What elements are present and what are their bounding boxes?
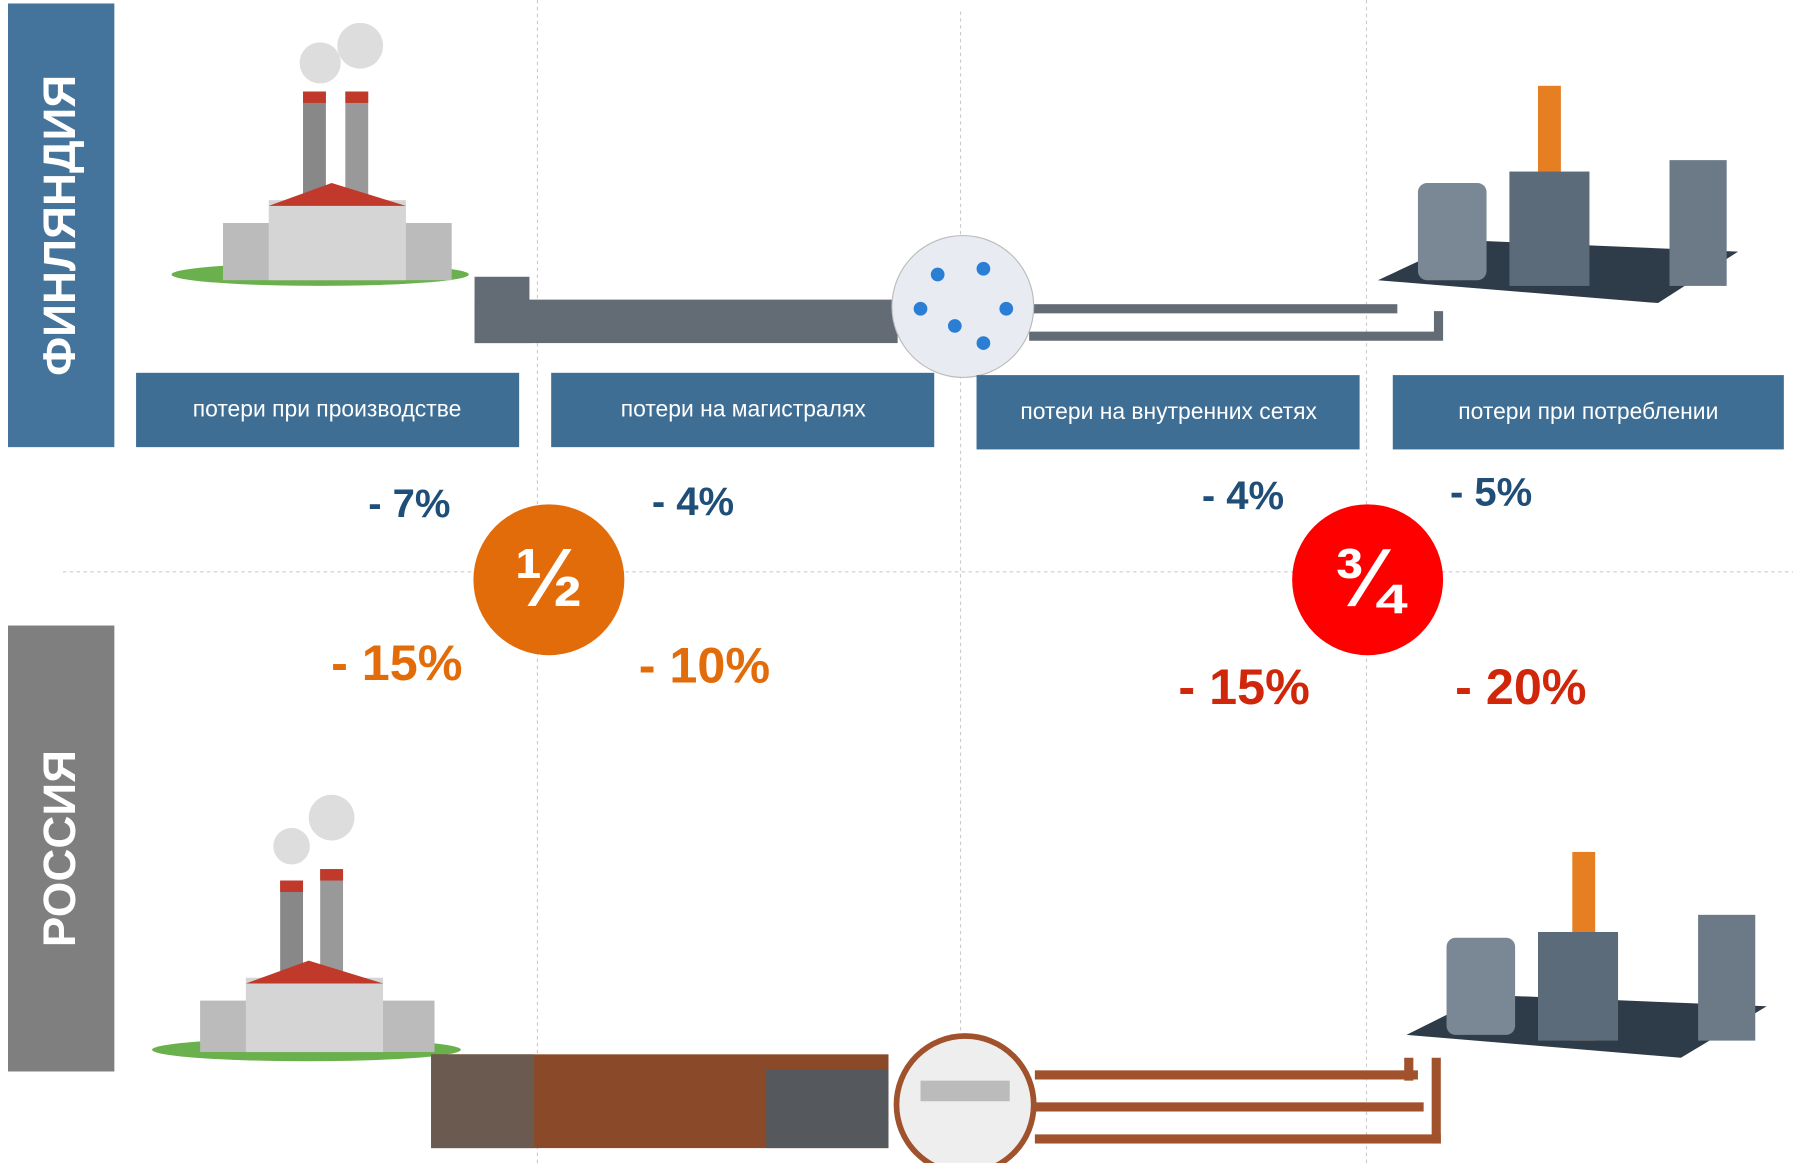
country-bar <box>8 625 115 1072</box>
country-label: РОССИЯ <box>34 750 85 947</box>
stage-label: потери на внутренних сетях <box>1020 398 1317 424</box>
ratio-label: ½ <box>515 532 584 624</box>
network-globe <box>891 235 1035 378</box>
loss-value: - 20% <box>1455 658 1586 715</box>
country-bar <box>8 3 115 448</box>
rusty-pipe <box>1431 1057 1441 1144</box>
rusty-pipe <box>1404 1057 1414 1081</box>
globe-icons <box>913 261 1014 350</box>
loss-value: - 15% <box>1178 658 1309 715</box>
loss-value: - 10% <box>639 636 770 693</box>
pipe <box>1029 304 1398 314</box>
stage-box <box>976 375 1360 450</box>
pipe <box>1029 311 1444 341</box>
power-plant <box>171 22 469 286</box>
rusty-pipe <box>1034 1070 1418 1080</box>
stage-label: потери на магистралях <box>621 396 867 422</box>
industrial-plant <box>1377 85 1739 304</box>
loss-value: - 4% <box>1202 474 1284 518</box>
ratio-badge <box>1292 504 1444 656</box>
loss-value: - 15% <box>331 634 462 691</box>
loss-value: - 5% <box>1450 471 1532 515</box>
country-label: ФИНЛЯНДИЯ <box>34 75 85 376</box>
rusty-pipe <box>766 1069 889 1149</box>
rusty-pipe <box>1034 1102 1424 1112</box>
ratio-badge <box>473 504 625 656</box>
stage-box <box>1392 375 1784 450</box>
stage-box <box>551 372 935 448</box>
rusty-pipe <box>431 1054 535 1149</box>
stage-label: потери при потреблении <box>1458 398 1718 424</box>
stage-box <box>136 372 520 448</box>
rusty-pipe <box>1034 1134 1441 1144</box>
loss-value: - 4% <box>652 480 734 524</box>
ratio-label: ¾ <box>1333 532 1408 624</box>
power-plant <box>152 794 461 1062</box>
pipe <box>474 299 898 344</box>
meter-dial <box>920 1080 1010 1102</box>
stage-label: потери при производстве <box>193 396 462 422</box>
industrial-plant <box>1406 851 1767 1058</box>
loss-value: - 7% <box>368 482 450 526</box>
